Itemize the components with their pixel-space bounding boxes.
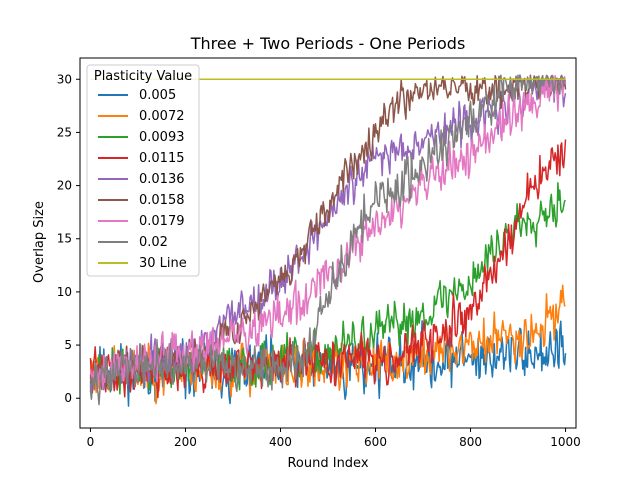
x-axis-label: Round Index [287,456,368,471]
x-tick-label: 0 [87,435,95,449]
x-tick-label: 1000 [550,435,581,449]
y-tick-label: 20 [57,179,72,193]
y-tick-label: 0 [64,391,72,405]
y-tick-label: 25 [57,125,72,139]
y-tick-label: 10 [57,285,72,299]
y-tick-label: 15 [57,232,72,246]
legend-label: 0.0136 [139,172,185,187]
x-tick-label: 400 [269,435,292,449]
legend-box [86,64,200,277]
series-line-0-02 [89,74,567,406]
legend-label: 0.02 [139,235,168,250]
legend-label: 0.0158 [139,193,185,208]
y-axis-label: Overlap Size [32,201,47,283]
y-axis: 0 5 10 15 20 25 30 [57,72,80,405]
legend-label: 0.0093 [139,130,185,145]
legend-label: 0.0179 [139,214,185,229]
series-line-0-0115 [89,139,567,399]
y-tick-label: 30 [57,72,72,86]
x-tick-label: 800 [459,435,482,449]
legend-label: 0.0115 [139,151,185,166]
legend-label: 30 Line [139,256,187,271]
legend-label: 0.0072 [139,109,185,124]
x-tick-label: 600 [364,435,387,449]
y-tick-label: 5 [64,338,72,352]
chart-title: Three + Two Periods - One Periods [190,34,466,53]
x-axis: 0 200 400 600 800 1000 [87,428,581,449]
legend-label: 0.005 [139,88,176,103]
x-tick-label: 200 [174,435,197,449]
plot-frame [79,57,577,429]
legend: Plasticity Value 0.005 0.0072 0.0093 0.0115 0… [86,64,200,277]
legend-title: Plasticity Value [94,69,192,84]
